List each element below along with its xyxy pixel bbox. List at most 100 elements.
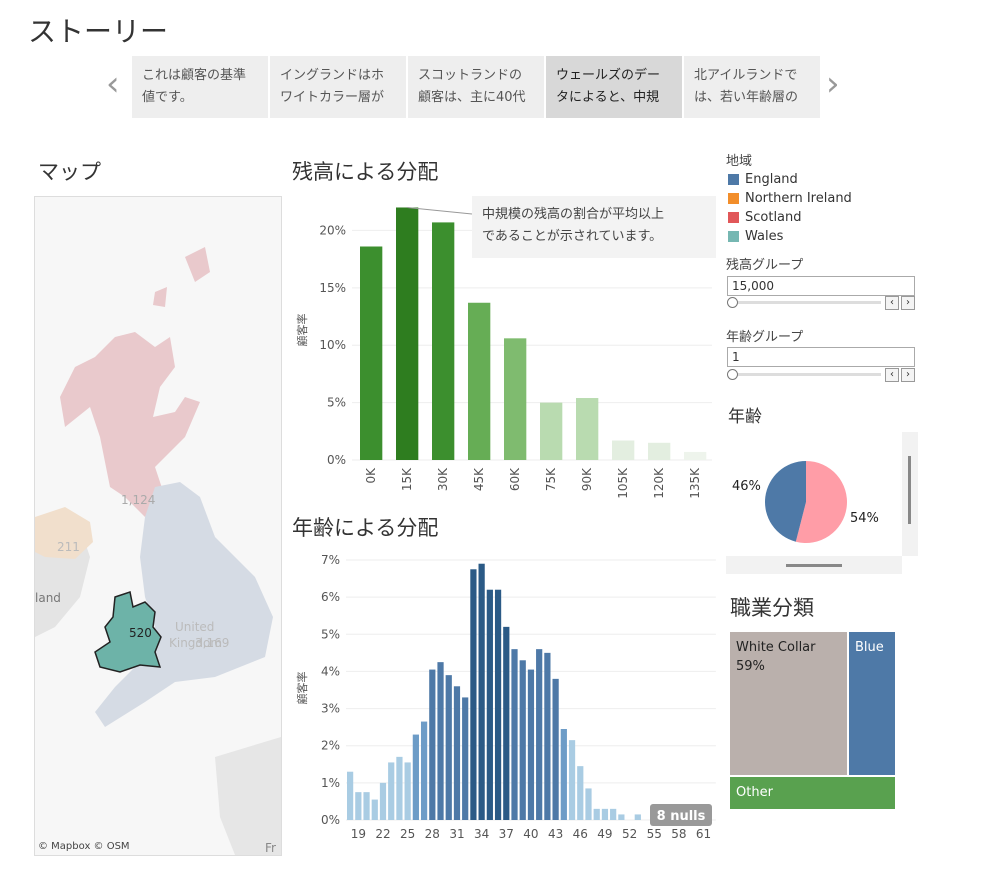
age-bar[interactable] bbox=[568, 740, 576, 820]
age-bar[interactable] bbox=[610, 808, 617, 820]
pie-horizontal-scroll-thumb[interactable] bbox=[786, 564, 842, 567]
age-slider-track[interactable] bbox=[733, 373, 881, 376]
age-pie-slice[interactable] bbox=[795, 461, 847, 543]
age-bar[interactable] bbox=[388, 762, 395, 820]
age-bar[interactable] bbox=[544, 652, 551, 820]
age-bar[interactable] bbox=[347, 771, 354, 820]
age-bar[interactable] bbox=[470, 569, 477, 820]
balance-bar[interactable] bbox=[684, 451, 707, 460]
pie-horizontal-scrollbar[interactable] bbox=[726, 556, 902, 574]
story-point-4[interactable]: ウェールズのデー タによると、中規 bbox=[546, 56, 682, 118]
scotland-islands-shape-2 bbox=[153, 287, 167, 307]
age-bar[interactable] bbox=[577, 766, 584, 820]
age-bar[interactable] bbox=[511, 649, 518, 820]
balance-annotation-line-1: 中規模の残高の割合が平均以上 bbox=[482, 207, 665, 222]
treemap-other[interactable]: Other bbox=[730, 777, 895, 809]
age-x-tick: 19 bbox=[351, 827, 366, 841]
age-bar[interactable] bbox=[437, 662, 444, 820]
age-group-slider[interactable]: ‹ › bbox=[727, 368, 917, 382]
age-bar[interactable] bbox=[363, 792, 370, 820]
legend-item-wales[interactable]: Wales bbox=[728, 227, 852, 246]
balance-slider-track[interactable] bbox=[733, 301, 881, 304]
balance-bar[interactable] bbox=[576, 398, 599, 460]
age-x-tick: 52 bbox=[622, 827, 637, 841]
age-bar[interactable] bbox=[396, 756, 403, 820]
pie-vertical-scroll-thumb[interactable] bbox=[908, 456, 911, 524]
story-point-1[interactable]: これは顧客の基準 値です。 bbox=[132, 56, 268, 118]
northern-ireland-shape[interactable] bbox=[35, 507, 93, 559]
balance-slider-handle[interactable] bbox=[727, 297, 738, 308]
annotation-connector bbox=[407, 206, 473, 215]
balance-bar[interactable] bbox=[432, 222, 455, 460]
age-bar[interactable] bbox=[527, 669, 535, 820]
balance-x-tick: 105K bbox=[616, 467, 630, 499]
balance-bar[interactable] bbox=[504, 338, 527, 460]
balance-group-slider[interactable]: ‹ › bbox=[727, 296, 917, 310]
age-bar[interactable] bbox=[585, 788, 592, 820]
story-point-line-2: 顧客は、主に40代 bbox=[418, 90, 526, 105]
age-bar[interactable] bbox=[412, 734, 419, 820]
age-slider-prev-button[interactable]: ‹ bbox=[885, 368, 899, 382]
balance-bar[interactable] bbox=[360, 246, 383, 460]
wales-shape[interactable] bbox=[94, 591, 162, 673]
scotland-shape[interactable] bbox=[60, 332, 200, 517]
age-bar[interactable] bbox=[453, 686, 461, 820]
age-bar[interactable] bbox=[355, 792, 362, 820]
age-bar[interactable] bbox=[560, 729, 567, 820]
age-bar[interactable] bbox=[486, 589, 493, 820]
age-pie-slice[interactable] bbox=[765, 461, 806, 542]
story-point-line-1: これは顧客の基準 bbox=[142, 68, 247, 83]
story-next-arrow-icon[interactable]: › bbox=[826, 64, 840, 104]
age-bar[interactable] bbox=[552, 678, 559, 820]
pie-vertical-scrollbar[interactable] bbox=[902, 432, 918, 556]
age-bar[interactable] bbox=[593, 808, 600, 820]
map-view[interactable]: 1,124 211 520 United Kingdom 3,169 land … bbox=[34, 196, 282, 856]
age-bar[interactable] bbox=[519, 660, 526, 820]
age-bar[interactable] bbox=[536, 649, 543, 820]
story-point-3[interactable]: スコットランドの 顧客は、主に40代 bbox=[408, 56, 544, 118]
occupation-title: 職業分類 bbox=[730, 596, 814, 620]
balance-slider-next-button[interactable]: › bbox=[901, 296, 915, 310]
age-slider-handle[interactable] bbox=[727, 369, 738, 380]
balance-bar[interactable] bbox=[648, 442, 671, 460]
age-bar[interactable] bbox=[371, 799, 378, 820]
legend-item-scotland[interactable]: Scotland bbox=[728, 208, 852, 227]
age-slider-next-button[interactable]: › bbox=[901, 368, 915, 382]
age-y-tick: 7% bbox=[321, 553, 340, 567]
age-bar[interactable] bbox=[634, 814, 641, 820]
balance-y-axis-label: 顧客率 bbox=[295, 314, 309, 347]
balance-group-input[interactable]: 15,000 bbox=[727, 276, 915, 296]
legend-item-northern-ireland[interactable]: Northern Ireland bbox=[728, 189, 852, 208]
balance-bar[interactable] bbox=[612, 440, 635, 460]
treemap-white-collar[interactable]: White Collar 59% bbox=[730, 632, 847, 775]
balance-bar[interactable] bbox=[468, 302, 491, 460]
nulls-badge[interactable] bbox=[650, 804, 712, 826]
age-bar[interactable] bbox=[420, 721, 428, 820]
age-bar[interactable] bbox=[503, 626, 510, 820]
age-bar[interactable] bbox=[404, 762, 411, 820]
age-bar[interactable] bbox=[429, 669, 436, 820]
age-pie-left-label: 46% bbox=[732, 479, 761, 494]
story-prev-arrow-icon[interactable]: ‹ bbox=[106, 64, 120, 104]
age-bar[interactable] bbox=[601, 808, 609, 820]
treemap-blue-collar[interactable]: Blue bbox=[849, 632, 895, 775]
age-x-tick: 25 bbox=[400, 827, 415, 841]
legend-label: Scotland bbox=[745, 210, 802, 225]
balance-slider-prev-button[interactable]: ‹ bbox=[885, 296, 899, 310]
age-bar[interactable] bbox=[494, 589, 502, 820]
age-group-input[interactable]: 1 bbox=[727, 347, 915, 367]
story-point-5[interactable]: 北アイルランドで は、若い年齢層の bbox=[684, 56, 820, 118]
map-canvas[interactable]: 1,124 211 520 United Kingdom 3,169 land … bbox=[35, 197, 281, 855]
balance-bar[interactable] bbox=[540, 402, 563, 460]
france-name-fragment: Fr bbox=[265, 841, 276, 855]
legend-item-england[interactable]: England bbox=[728, 170, 852, 189]
story-point-2[interactable]: イングランドはホ ワイトカラー層が bbox=[270, 56, 406, 118]
age-bar[interactable] bbox=[379, 782, 387, 820]
age-bar[interactable] bbox=[618, 814, 625, 820]
age-bar[interactable] bbox=[445, 675, 452, 820]
age-bar[interactable] bbox=[478, 563, 485, 820]
balance-bar[interactable] bbox=[396, 207, 419, 460]
age-group-label: 年齢グループ bbox=[726, 330, 804, 345]
age-bar[interactable] bbox=[462, 697, 469, 820]
age-x-tick: 43 bbox=[548, 827, 563, 841]
